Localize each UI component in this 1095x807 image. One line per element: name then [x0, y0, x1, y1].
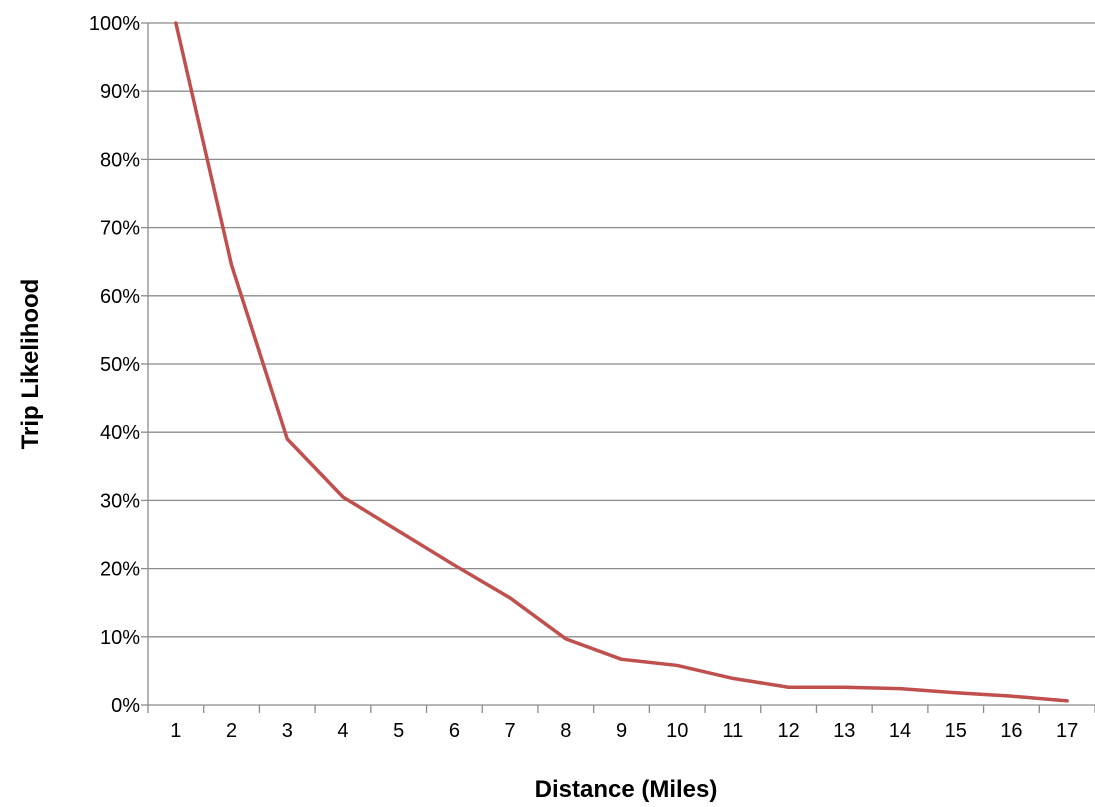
x-tick-label: 14: [889, 720, 911, 742]
data-point: [954, 691, 958, 695]
y-tick-label: 30%: [100, 490, 140, 512]
gridlines: [148, 22, 1095, 638]
x-tick-label: 10: [666, 720, 688, 742]
data-point: [174, 21, 178, 25]
y-axis-title: Trip Likelihood: [17, 279, 44, 450]
x-tick-label: 6: [449, 720, 460, 742]
y-tick-label: 0%: [111, 695, 140, 717]
x-axis-title: Distance (Miles): [535, 776, 718, 803]
series-line: [174, 21, 1069, 703]
x-tick-label: 15: [945, 720, 967, 742]
x-tick-label: 5: [393, 720, 404, 742]
x-tick-label: 4: [337, 720, 348, 742]
x-tick-label: 9: [616, 720, 627, 742]
x-tick-label: 8: [560, 720, 571, 742]
tick-labels: 0%10%20%30%40%50%60%70%80%90%100%1 2 3 4 5 6 7…: [89, 13, 1078, 742]
data-point: [397, 529, 401, 533]
data-point: [731, 676, 735, 680]
axes: [141, 22, 1095, 713]
y-tick-label: 90%: [100, 81, 140, 103]
y-tick-label: 80%: [100, 149, 140, 171]
y-tick-label: 70%: [100, 218, 140, 240]
y-tick-label: 20%: [100, 559, 140, 581]
data-point: [1009, 694, 1013, 698]
data-point: [452, 563, 456, 567]
x-tick-label: 12: [777, 720, 799, 742]
series-layer: [174, 21, 1069, 703]
data-point: [341, 495, 345, 499]
x-tick-label: 16: [1000, 720, 1022, 742]
data-point: [898, 687, 902, 691]
y-tick-label: 100%: [89, 13, 140, 35]
data-point: [842, 685, 846, 689]
y-tick-label: 60%: [100, 286, 140, 308]
data-point: [564, 637, 568, 641]
data-point: [230, 263, 234, 267]
data-point: [508, 596, 512, 600]
x-tick-label: 17: [1056, 720, 1078, 742]
data-point: [620, 657, 623, 661]
y-tick-label: 50%: [100, 354, 140, 376]
x-tick-label: 1: [170, 720, 181, 742]
data-point: [675, 663, 679, 667]
data-point: [285, 437, 289, 441]
y-tick-label: 40%: [100, 422, 140, 444]
x-tick-label: 3: [282, 720, 293, 742]
x-tick-label: 13: [833, 720, 855, 742]
data-point: [787, 685, 791, 689]
x-tick-label: 2: [226, 720, 237, 742]
data-point: [1065, 699, 1069, 703]
x-tick-label: 11: [723, 720, 744, 742]
y-tick-label: 10%: [100, 627, 140, 649]
x-tick-label: 7: [505, 720, 516, 742]
